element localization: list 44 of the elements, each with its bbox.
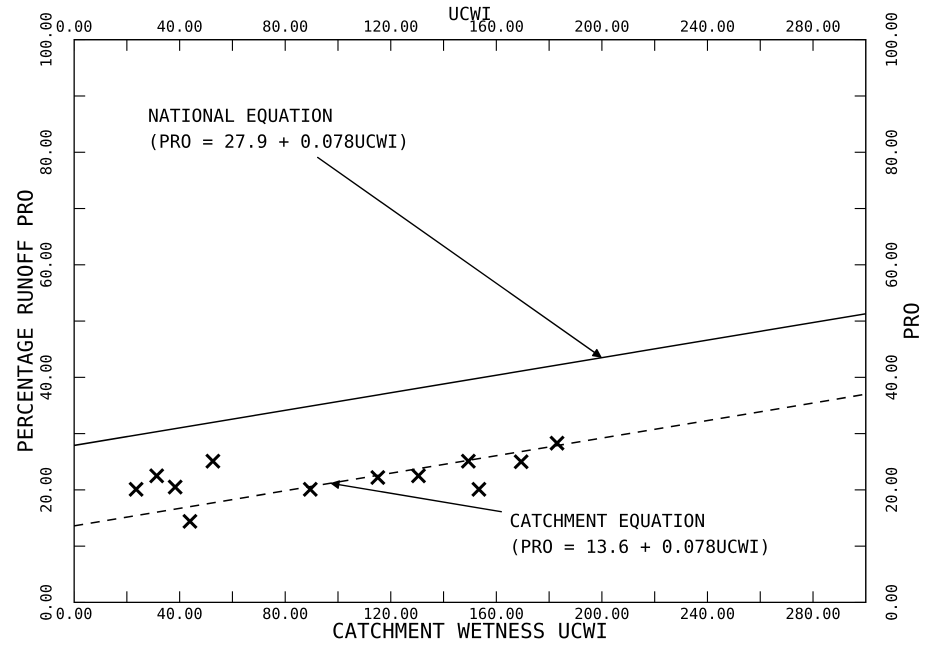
y2-tick-label: 20.00 <box>886 468 898 512</box>
annotation: CATCHMENT EQUATION (PRO = 13.6 + 0.078UCWI) <box>510 514 767 556</box>
annotation: NATIONAL EQUATION (PRO = 27.9 + 0.078UCWI) <box>149 108 406 150</box>
point <box>204 453 222 470</box>
point <box>182 513 198 530</box>
y-tick-label: 100.00 <box>40 13 52 66</box>
x-tick-label: 240.00 <box>681 608 734 620</box>
y-tick-label: 80.00 <box>40 130 52 174</box>
point <box>167 478 184 496</box>
x-axis-title: CATCHMENT WETNESS UCWI <box>333 622 606 638</box>
x-tick-label: 120.00 <box>365 608 418 620</box>
point <box>548 435 566 452</box>
y2-tick-label: 80.00 <box>886 130 898 174</box>
point <box>128 481 144 498</box>
point <box>410 468 427 484</box>
y2-tick-label: 60.00 <box>886 242 898 287</box>
x-tick-label: 40.00 <box>157 608 202 620</box>
point <box>148 468 165 484</box>
x2-axis-title: UCWI <box>450 6 490 20</box>
y-tick-label: 20.00 <box>40 468 52 512</box>
y2-axis-title: PRO <box>903 303 920 338</box>
x-tick-label: 280.00 <box>786 608 840 620</box>
x-tick-label: 80.00 <box>263 608 308 620</box>
x2-tick-label: 0.00 <box>56 20 92 32</box>
x2-tick-label: 160.00 <box>470 20 523 32</box>
x2-tick-label: 200.00 <box>575 20 629 32</box>
point <box>470 481 488 498</box>
x-tick-label: 200.00 <box>575 608 629 620</box>
y2-tick-label: 40.00 <box>886 355 898 400</box>
y2-tick-label: 100.00 <box>886 13 898 66</box>
point <box>370 469 386 486</box>
point <box>460 453 476 470</box>
x-tick-label: 0.00 <box>56 608 92 620</box>
x-tick-label: 160.00 <box>470 608 523 620</box>
x2-tick-label: 40.00 <box>157 20 202 32</box>
point <box>513 454 530 470</box>
y-axis-title: PERCENTAGE RUNOFF PRO <box>17 190 33 451</box>
y-tick-label: 40.00 <box>40 355 52 400</box>
x2-tick-label: 280.00 <box>786 20 840 32</box>
x2-tick-label: 120.00 <box>365 20 418 32</box>
y-tick-label: 60.00 <box>40 242 52 287</box>
x2-tick-label: 240.00 <box>681 20 734 32</box>
x2-tick-label: 80.00 <box>263 20 308 32</box>
point <box>302 481 318 498</box>
